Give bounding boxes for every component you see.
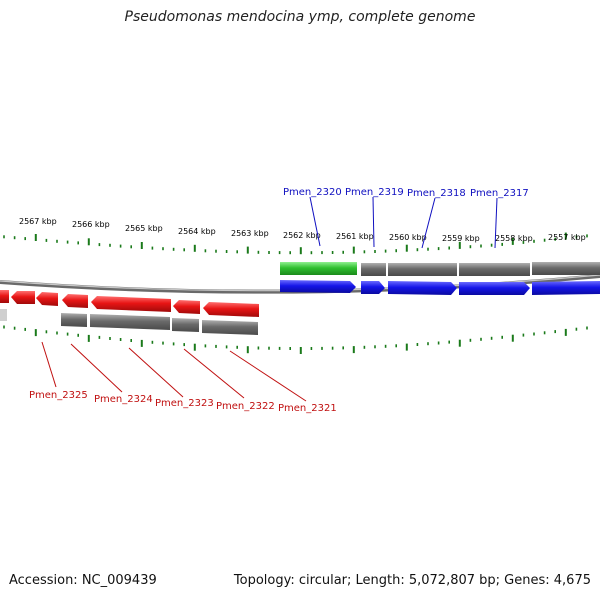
gene-block [459, 263, 530, 276]
cds-arrow-reverse [36, 292, 58, 306]
scale-label: 2559 kbp [442, 234, 480, 243]
gene-label-reverse: Pmen_2323 [155, 398, 214, 409]
scale-label: 2558 kbp [495, 234, 533, 243]
scale-label: 2567 kbp [19, 217, 57, 226]
forward-gene-labels: Pmen_2320 Pmen_2319 Pmen_2318 Pmen_2317 [283, 187, 529, 199]
gene-block [532, 262, 600, 275]
gene-label-reverse: Pmen_2321 [278, 403, 337, 414]
cds-arrow-reverse [62, 294, 88, 308]
scale-label: 2557 kbp [548, 233, 586, 242]
gene-block [0, 309, 7, 321]
cds-arrow-forward [280, 280, 356, 293]
cds-arrow-forward [361, 281, 385, 294]
rna-gene-block [280, 262, 357, 275]
scale-ticks-top [3, 232, 588, 255]
reverse-gene-labels: Pmen_2325 Pmen_2324 Pmen_2323 Pmen_2322 … [29, 390, 337, 414]
cds-arrow-forward [459, 282, 530, 295]
accession-text: Accession: NC_009439 [9, 573, 157, 588]
forward-label-lines [309, 196, 498, 249]
cds-arrow-reverse [91, 296, 171, 312]
scale-labels: 2567 kbp 2566 kbp 2565 kbp 2564 kbp 2563… [19, 217, 586, 243]
gene-label-forward: Pmen_2318 [407, 188, 466, 199]
cds-arrow-forward [532, 281, 600, 295]
gene-block [90, 314, 170, 330]
cds-arrow-reverse [0, 290, 9, 303]
cds-arrow-forward [388, 281, 457, 295]
gene-label-forward: Pmen_2319 [345, 187, 404, 198]
scale-label: 2563 kbp [231, 229, 269, 238]
scale-label: 2562 kbp [283, 231, 321, 240]
gene-block [202, 320, 258, 335]
gene-block [361, 263, 386, 276]
gene-label-reverse: Pmen_2324 [94, 394, 153, 405]
cds-arrow-reverse [173, 300, 200, 314]
gene-label-forward: Pmen_2320 [283, 187, 342, 198]
forward-cds-arrows [280, 280, 600, 295]
scale-label: 2564 kbp [178, 227, 216, 236]
scale-label: 2565 kbp [125, 224, 163, 233]
gene-label-reverse: Pmen_2322 [216, 401, 275, 412]
forward-gene-blocks [280, 262, 600, 276]
scale-label: 2561 kbp [336, 232, 374, 241]
gene-block [172, 318, 199, 332]
cds-arrow-reverse [203, 302, 259, 317]
cds-arrow-reverse [11, 291, 35, 304]
gene-block [61, 313, 87, 327]
gene-label-forward: Pmen_2317 [470, 188, 529, 199]
reverse-label-lines [41, 341, 307, 402]
topology-text: Topology: circular; Length: 5,072,807 bp… [233, 573, 591, 588]
gene-block [388, 263, 457, 276]
scale-label: 2560 kbp [389, 233, 427, 242]
reverse-cds-arrows [0, 290, 259, 317]
reverse-gene-blocks [0, 309, 258, 335]
scale-ticks-bottom [3, 325, 588, 354]
scale-label: 2566 kbp [72, 220, 110, 229]
map-title: Pseudomonas mendocina ymp, complete geno… [124, 9, 476, 25]
gene-label-reverse: Pmen_2325 [29, 390, 88, 401]
